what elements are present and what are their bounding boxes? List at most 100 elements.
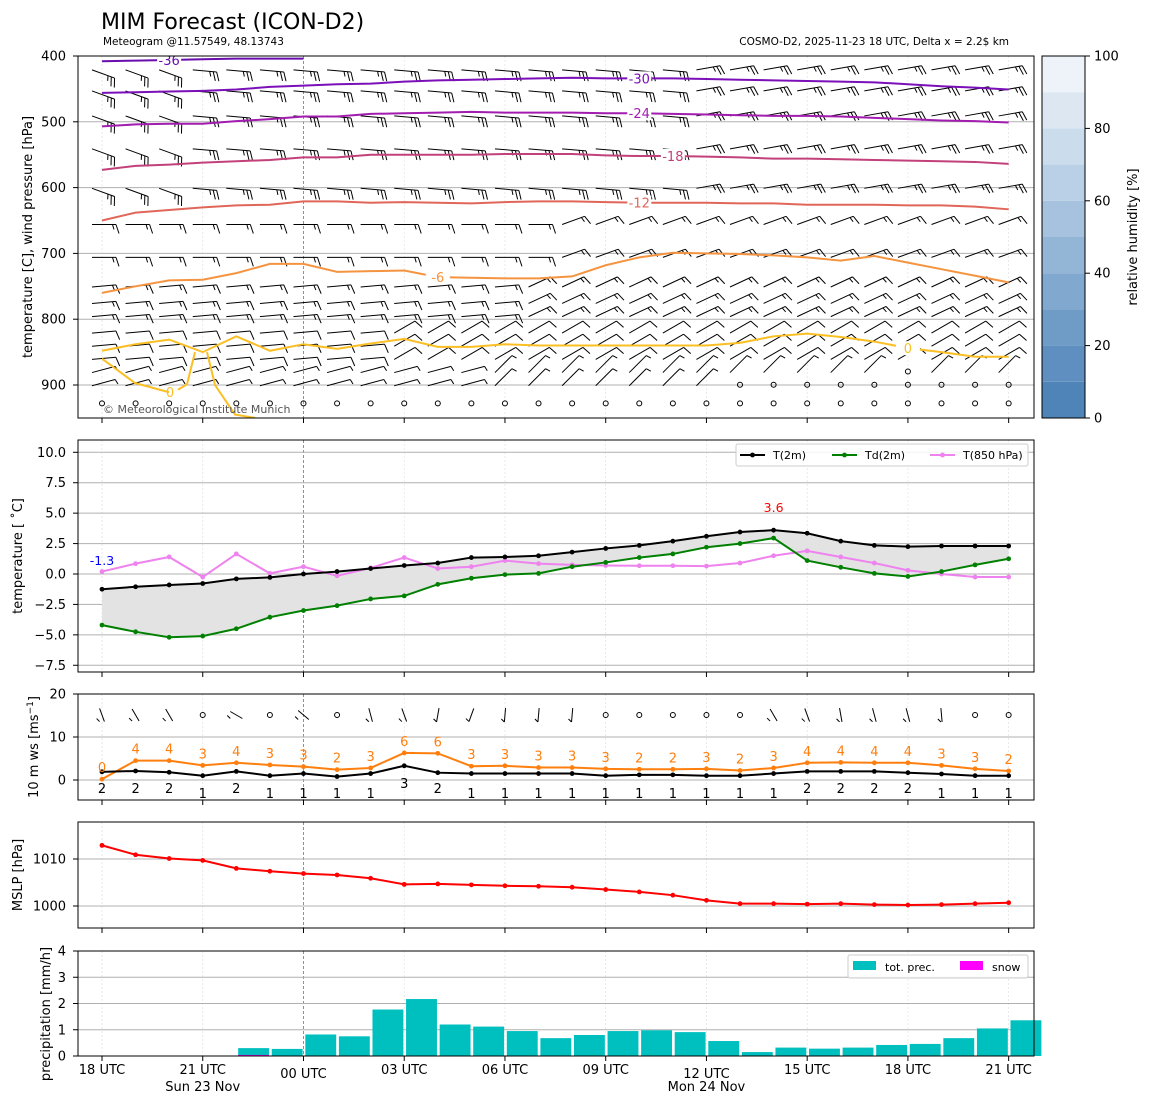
wind-barb-icon (494, 368, 517, 387)
data-point (301, 871, 306, 876)
wind-barb-icon (159, 314, 188, 324)
wind-barb-icon (427, 379, 455, 387)
calm-wind-icon (266, 400, 273, 407)
wind-barb-icon (394, 314, 423, 324)
wind-barb-icon (494, 284, 524, 294)
y-tick-label: 4 (58, 945, 66, 960)
wind-barb-icon (427, 187, 455, 200)
precip-bar (674, 1032, 706, 1056)
gust-value-label: 3 (568, 750, 576, 765)
data-point (603, 560, 609, 565)
wind-barb-icon (226, 187, 253, 200)
wind-barb-icon (629, 306, 658, 318)
gust-value-label: 3 (971, 751, 979, 766)
data-point (905, 544, 911, 550)
wind-barb-icon (92, 224, 120, 234)
wind-barb-icon (964, 320, 994, 334)
data-point (972, 574, 978, 580)
wind-barb-icon (864, 320, 893, 334)
wind-barb-icon (696, 276, 726, 288)
isotherm-line (101, 76, 1009, 94)
wind-barb-icon (327, 356, 356, 367)
y-tick-label: −2.5 (34, 598, 66, 613)
wind-barb-icon (226, 300, 255, 311)
data-point (468, 882, 474, 888)
wind-barb-icon (427, 320, 457, 334)
wind-barb-icon (729, 346, 759, 360)
wind-barb-icon (159, 224, 187, 234)
y-tick-label: 3 (58, 971, 66, 986)
wind-barb-icon (869, 708, 877, 723)
data-point (804, 760, 810, 766)
wind-barb-icon (192, 379, 220, 387)
data-point (301, 571, 306, 577)
data-point (939, 543, 944, 549)
wind-barb-icon (327, 284, 356, 294)
wind-barb-icon (830, 355, 853, 373)
data-point (166, 758, 172, 764)
wind-barb-icon (91, 69, 116, 88)
data-point (670, 772, 676, 778)
wind-barb-icon (293, 300, 322, 311)
wind-barb-icon (494, 300, 524, 311)
wind-barb-icon (562, 115, 589, 128)
series-td-2m- (99, 535, 1012, 640)
wind-barb-icon (528, 346, 557, 360)
data-point (468, 771, 474, 776)
temperature-y-label: temperature [ ˚C] (10, 498, 26, 614)
wind-barb-icon (293, 284, 322, 294)
wind-barb-icon (327, 90, 354, 103)
precip-bar (876, 1044, 908, 1056)
wind-barb-icon (294, 710, 310, 720)
series-line (101, 549, 1009, 579)
data-point (166, 856, 172, 861)
data-point (267, 773, 273, 779)
wind-barb-icon (534, 707, 540, 723)
wind-barb-icon (964, 346, 994, 360)
wind-barb-icon (192, 365, 220, 374)
data-point (233, 626, 239, 632)
wind-barb-icon (500, 707, 507, 723)
precip-bar (439, 1024, 471, 1056)
y-tick-label: 20 (49, 688, 66, 703)
rh-colorbar-bands (1042, 56, 1085, 418)
wind-barb-icon (393, 333, 423, 347)
time-axis: 18 UTC 21 UTC 00 UTC 03 UTC 06 UTC 09 UTC 12 U… (79, 1056, 1032, 1095)
calm-wind-icon (938, 400, 945, 407)
wind-barb-icon (595, 292, 625, 304)
wind-barb-icon (662, 215, 692, 225)
gust-value-label: 0 (98, 761, 106, 776)
upper-air-frame (77, 55, 1035, 419)
wind-barb-icon (964, 355, 987, 373)
wind-barb-icon (931, 292, 961, 304)
precip-bar (976, 1028, 1008, 1056)
wind-barb-icon (696, 86, 726, 96)
gust-value-label: 3 (366, 750, 374, 765)
y-tick-label: 5.0 (45, 507, 66, 522)
precipitation-bars (238, 999, 1042, 1057)
mean-wind-value-label: 1 (199, 787, 207, 802)
wind-barb-icon (528, 69, 556, 82)
wind-barb-icon (561, 292, 591, 304)
wind-barb-icon (763, 292, 793, 304)
wind-barb-icon (629, 346, 658, 360)
calm-wind-icon (468, 400, 475, 407)
wind-barb-icon (931, 86, 961, 96)
wind-barb-icon (629, 187, 656, 200)
wind-barb-icon (729, 306, 759, 318)
series-line (101, 844, 1009, 907)
wind-barb-icon (568, 707, 574, 723)
data-point (905, 770, 911, 776)
wind-barb-icon (259, 365, 287, 374)
data-point (603, 546, 609, 551)
data-point (267, 570, 273, 576)
wind-barb-icon (964, 306, 994, 318)
wind-barb-icon (830, 306, 860, 318)
data-point (771, 535, 776, 541)
wind-barb-icon (326, 365, 354, 374)
calm-wind-icon (737, 400, 744, 407)
rh-band (1042, 128, 1085, 165)
wind-barb-icon (398, 708, 408, 722)
